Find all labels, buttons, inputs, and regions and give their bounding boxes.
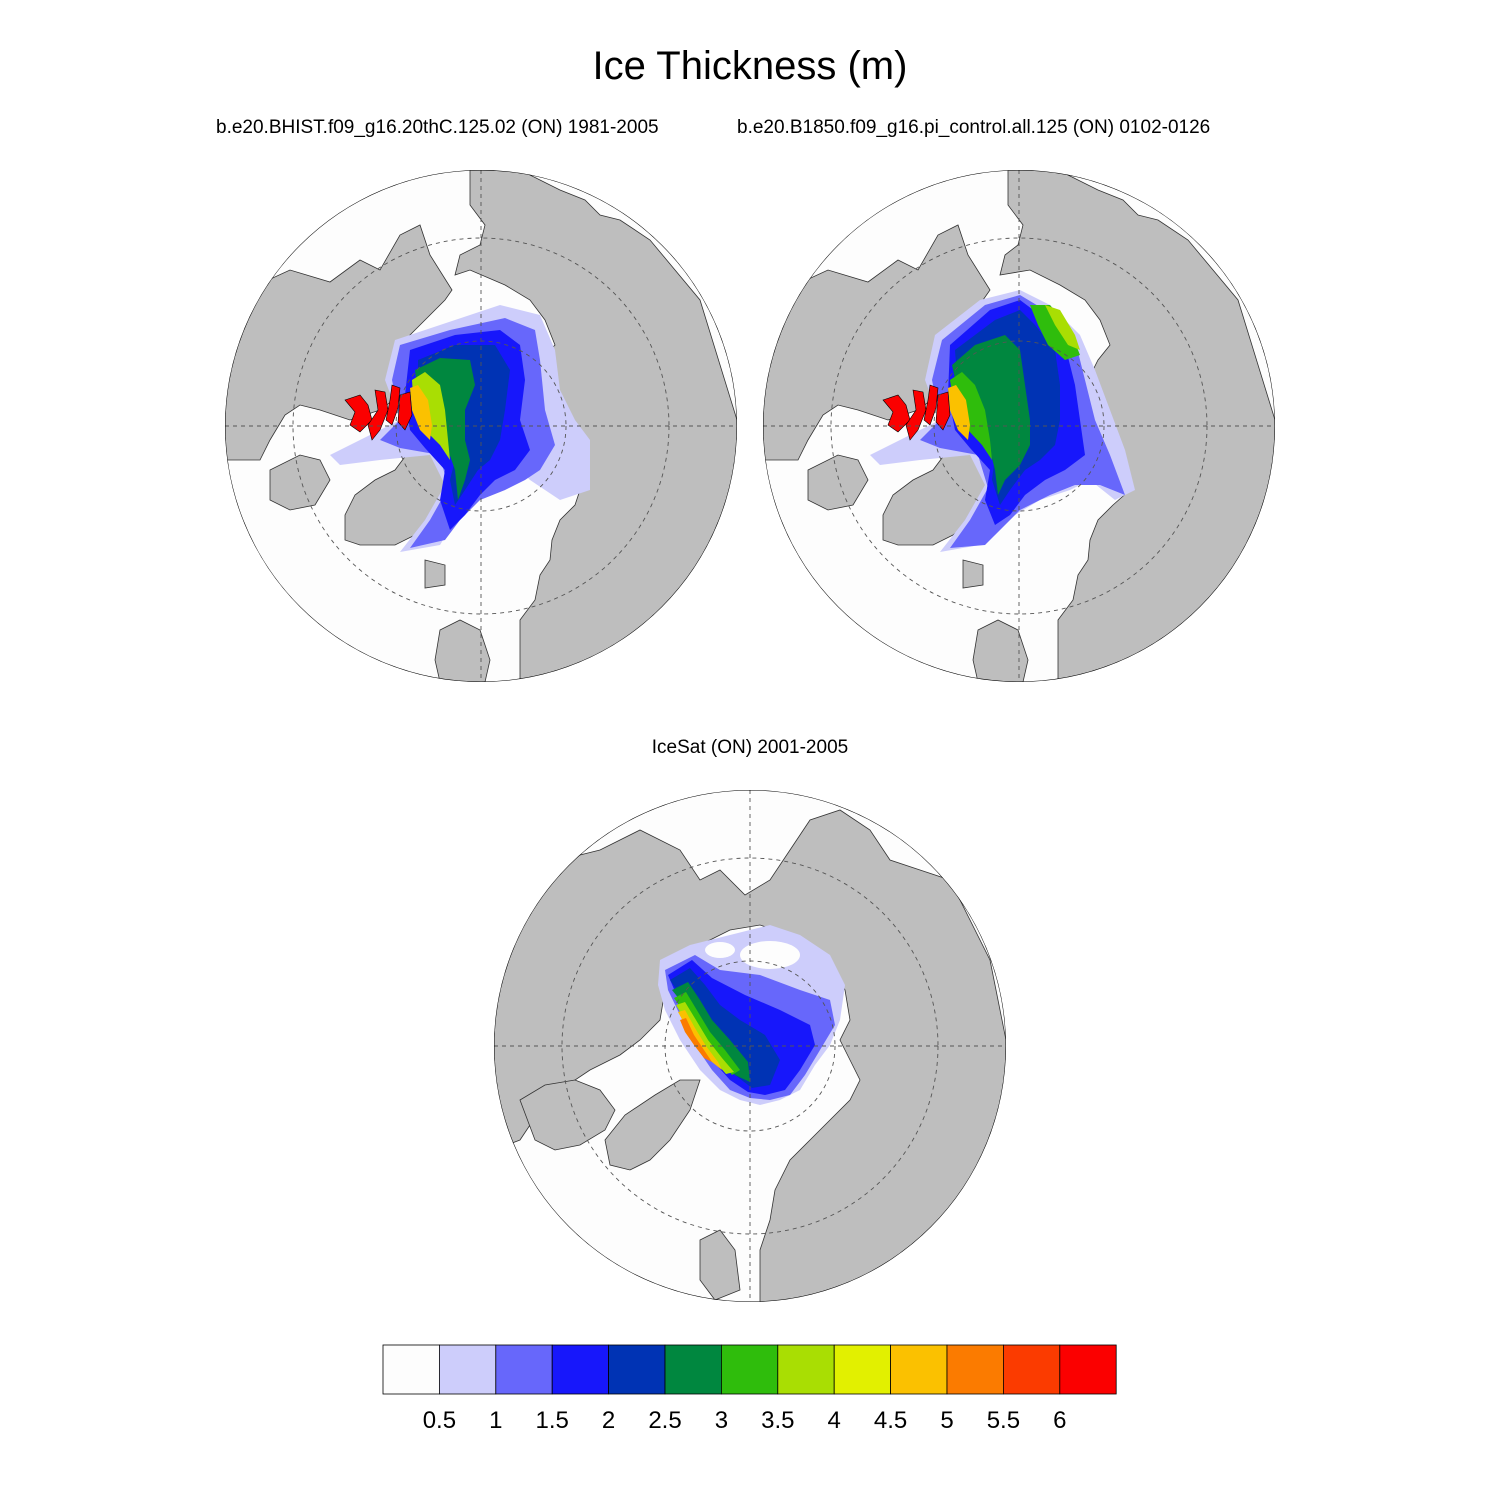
colorbar-box (1059, 1344, 1117, 1395)
colorbar-box (438, 1344, 497, 1395)
map-panel-pi (763, 170, 1275, 682)
colorbar-label: 3.5 (761, 1407, 794, 1434)
ice-field-icesat (658, 925, 845, 1105)
ice-thick-islands-pi (882, 384, 951, 441)
colorbar-box (777, 1344, 835, 1395)
colorbar-label: 5 (940, 1407, 953, 1434)
colorbar-label: 2.5 (648, 1407, 681, 1434)
panel-title-hist: b.e20.BHIST.f09_g16.20thC.125.02 (ON) 19… (216, 117, 659, 138)
figure-title: Ice Thickness (m) (592, 44, 908, 88)
colorbar-label: 4 (828, 1407, 841, 1434)
colorbar-label: 6 (1053, 1407, 1066, 1434)
colorbar-box (1003, 1344, 1061, 1395)
colorbar-label: 1 (489, 1407, 502, 1434)
colorbar-box (495, 1344, 553, 1395)
colorbar-box (833, 1344, 892, 1395)
graticule (225, 170, 737, 682)
colorbar-box (890, 1344, 948, 1395)
colorbar-box (946, 1344, 1004, 1395)
ice-field-hist (330, 305, 590, 552)
colorbar-label: 5.5 (987, 1407, 1020, 1434)
colorbar-label: 0.5 (423, 1407, 456, 1434)
colorbar-box (382, 1344, 440, 1395)
graticule (763, 170, 1275, 682)
colorbar-box (721, 1344, 779, 1395)
graticule (494, 790, 1006, 1302)
panel-title-pi: b.e20.B1850.f09_g16.pi_control.all.125 (… (737, 117, 1211, 138)
panel-title-icesat: IceSat (ON) 2001-2005 (651, 737, 849, 758)
ice-field-pi (870, 290, 1135, 552)
colorbar: 0.5 1 1.5 2 2.5 3 3.5 4 4.5 5 5.5 6 (382, 1344, 1117, 1434)
colorbar-label: 2 (602, 1407, 615, 1434)
colorbar-box (608, 1344, 666, 1395)
colorbar-box (551, 1344, 610, 1395)
map-panel-icesat (494, 790, 1006, 1302)
colorbar-label: 4.5 (874, 1407, 907, 1434)
colorbar-label: 1.5 (536, 1407, 569, 1434)
map-panel-hist (225, 170, 737, 682)
ice-thick-islands-hist (344, 384, 413, 441)
colorbar-label: 3 (715, 1407, 728, 1434)
colorbar-box (664, 1344, 722, 1395)
land-mass (494, 809, 1006, 1302)
